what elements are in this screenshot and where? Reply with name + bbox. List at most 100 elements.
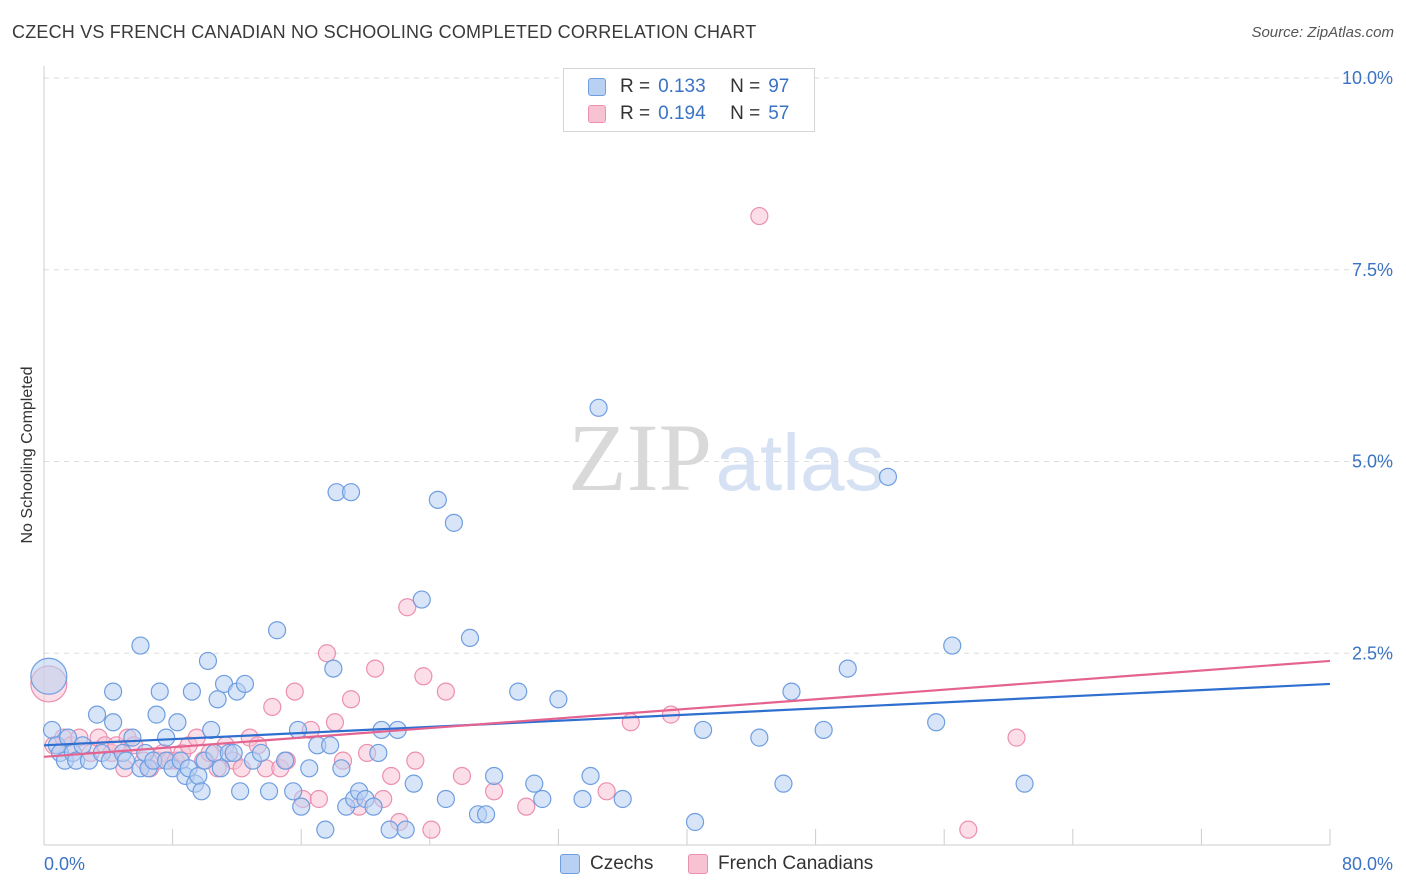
y-tick-label-2: 7.5% — [1352, 260, 1393, 280]
czech-point-20 — [131, 636, 150, 655]
french-canadians-points — [30, 206, 1026, 839]
french-canadian-point-59 — [750, 206, 769, 226]
czech-point-75 — [412, 590, 431, 609]
french-canadian-point-48 — [398, 598, 417, 617]
czech-point-101 — [1015, 774, 1034, 793]
czech-point-37 — [198, 651, 218, 671]
french-canadian-point-52 — [436, 682, 455, 701]
legend-r-value-czechs: 0.133 — [658, 76, 706, 97]
czech-point-47 — [235, 674, 255, 694]
french-canadian-point-31 — [263, 697, 282, 717]
french-canadian-point-60 — [959, 820, 978, 839]
bottom-legend-label-czechs: Czechs — [590, 853, 654, 874]
trend-lines — [43, 659, 1331, 758]
czech-point-78 — [444, 513, 464, 532]
legend-row-french-canadians: R = 0.194 N = 57 — [588, 102, 789, 126]
czech-point-98 — [878, 467, 898, 486]
chart-title: CZECH VS FRENCH CANADIAN NO SCHOOLING CO… — [12, 22, 757, 42]
czech-point-74 — [404, 774, 423, 793]
y-tick-label-1: 5.0% — [1352, 452, 1393, 472]
french-canadian-point-49 — [406, 751, 425, 770]
french-canadian-point-41 — [341, 690, 361, 709]
czech-point-8 — [73, 736, 92, 755]
czech-point-52 — [276, 751, 295, 770]
czech-point-81 — [476, 805, 496, 824]
czech-point-13 — [104, 713, 123, 732]
czech-point-60 — [324, 659, 343, 678]
czech-point-62 — [332, 759, 351, 778]
french-canadian-point-56 — [597, 782, 616, 801]
czech-point-88 — [581, 766, 600, 786]
french-canadian-point-44 — [366, 659, 385, 678]
czech-point-71 — [380, 820, 399, 839]
x-tick-label-max: 80.0% — [1342, 854, 1393, 874]
y-tick-labels: 2.5% 5.0% 7.5% 10.0% — [1342, 68, 1393, 663]
czech-point-76 — [428, 490, 447, 509]
czech-point-89 — [589, 398, 608, 417]
czech-point-56 — [300, 759, 319, 778]
bottom-legend-label-french-canadians: French Canadians — [718, 853, 874, 874]
czech-point-41 — [211, 759, 230, 778]
czech-point-50 — [259, 782, 279, 801]
legend-r-label: R = — [620, 76, 651, 97]
czech-point-25 — [157, 728, 176, 747]
czech-point-35 — [192, 782, 211, 801]
french-canadian-point-50 — [414, 667, 433, 686]
zipatlas-watermark: ZIP atlas — [568, 404, 884, 511]
czech-point-92 — [693, 720, 713, 740]
legend-swatch-czechs — [588, 78, 606, 96]
czech-point-38 — [202, 720, 221, 740]
czech-point-55 — [292, 797, 311, 816]
trend-line-1 — [43, 659, 1331, 758]
czechs-points — [30, 398, 1034, 839]
czech-point-0 — [30, 657, 68, 695]
czech-point-83 — [509, 682, 528, 701]
french-canadian-point-54 — [485, 782, 504, 801]
czech-point-90 — [613, 789, 632, 809]
czech-point-73 — [396, 820, 415, 839]
czech-point-96 — [814, 720, 833, 740]
french-canadian-point-51 — [422, 820, 441, 839]
czech-point-100 — [943, 636, 962, 655]
czech-point-44 — [224, 743, 243, 763]
french-canadian-point-46 — [382, 766, 401, 786]
watermark-atlas: atlas — [716, 418, 885, 507]
legend-r-label: R = — [620, 103, 651, 124]
x-tick-label-min: 0.0% — [44, 854, 85, 874]
trend-line-0 — [43, 682, 1331, 747]
czech-point-87 — [573, 789, 592, 809]
legend-n-label: N = — [730, 76, 761, 97]
czech-point-51 — [267, 621, 287, 640]
czech-point-24 — [150, 682, 169, 701]
czech-point-77 — [436, 789, 455, 809]
czech-point-14 — [104, 682, 123, 701]
y-tick-label-3: 10.0% — [1342, 68, 1393, 88]
czech-point-69 — [369, 743, 388, 763]
czech-point-40 — [208, 690, 227, 709]
czech-point-86 — [549, 690, 568, 709]
czech-point-84 — [525, 774, 544, 793]
czech-point-54 — [288, 720, 308, 740]
french-canadian-point-53 — [452, 766, 472, 786]
source-label: Source: ZipAtlas.com — [1251, 24, 1394, 41]
czech-point-53 — [284, 782, 303, 801]
bottom-legend-swatch-french-canadians — [688, 854, 708, 874]
czech-point-1 — [42, 720, 62, 740]
french-canadian-point-37 — [309, 789, 328, 809]
czech-point-58 — [316, 820, 335, 839]
legend-n-value-french-canadians: 57 — [768, 103, 790, 124]
czech-point-85 — [533, 789, 552, 809]
czech-point-10 — [87, 705, 107, 724]
czech-point-99 — [927, 713, 946, 732]
czech-point-94 — [774, 774, 793, 793]
czech-point-28 — [168, 713, 187, 732]
czech-point-93 — [750, 728, 769, 747]
czech-point-17 — [123, 728, 142, 747]
czech-point-79 — [460, 628, 480, 648]
watermark-zip: ZIP — [568, 404, 712, 511]
french-canadian-point-34 — [285, 682, 304, 701]
czech-point-32 — [182, 682, 201, 701]
czech-point-49 — [251, 743, 271, 763]
bottom-legend-czechs: Czechs — [560, 851, 653, 877]
